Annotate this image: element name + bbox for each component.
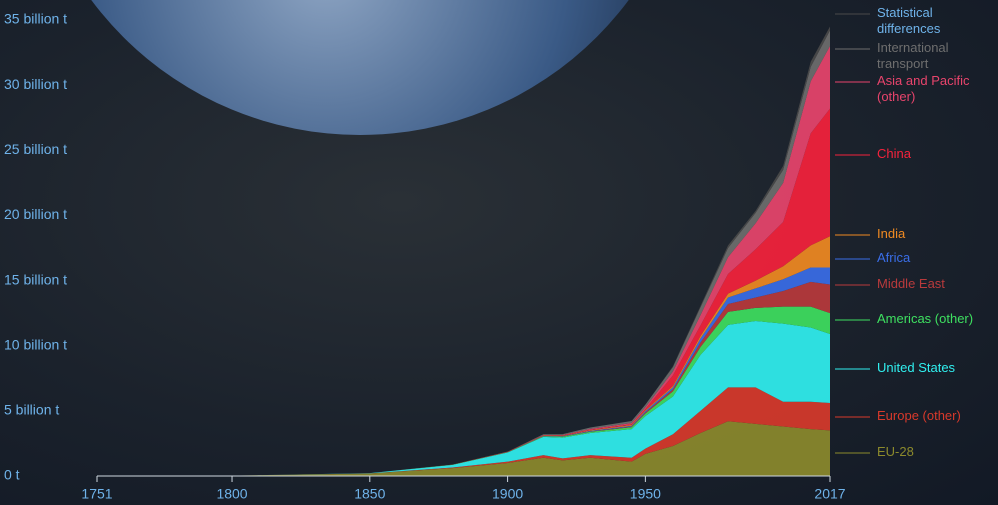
legend-label: Asia and Pacific (other) bbox=[877, 73, 970, 104]
legend-label: International transport bbox=[877, 40, 949, 71]
y-tick-label: 20 billion t bbox=[4, 206, 67, 222]
legend-label: Americas (other) bbox=[877, 311, 974, 326]
legend-label: Statistical differences bbox=[877, 5, 941, 36]
area bbox=[97, 387, 830, 476]
x-tick-label: 1800 bbox=[216, 486, 247, 502]
legend-label: United States bbox=[877, 360, 956, 375]
legend-label: EU-28 bbox=[877, 444, 914, 459]
earth bbox=[91, 0, 629, 135]
legend-label: Africa bbox=[877, 250, 911, 265]
legend-label: Europe (other) bbox=[877, 408, 961, 423]
y-tick-label: 5 billion t bbox=[4, 402, 59, 418]
area bbox=[97, 421, 830, 476]
legend-label: China bbox=[877, 146, 911, 161]
y-tick-label: 25 billion t bbox=[4, 141, 67, 157]
x-tick-label: 1850 bbox=[354, 486, 385, 502]
y-tick-label: 15 billion t bbox=[4, 271, 67, 287]
legend-label: India bbox=[877, 226, 906, 241]
y-tick-label: 30 billion t bbox=[4, 76, 67, 92]
x-tick-label: 1950 bbox=[630, 486, 661, 502]
x-tick-label: 1900 bbox=[492, 486, 523, 502]
y-tick-label: 35 billion t bbox=[4, 11, 67, 27]
x-tick-label: 2017 bbox=[814, 486, 845, 502]
y-tick-label: 10 billion t bbox=[4, 336, 67, 352]
x-tick-label: 1751 bbox=[81, 486, 112, 502]
area bbox=[97, 267, 830, 476]
legend-label: Middle East bbox=[877, 276, 945, 291]
area bbox=[97, 281, 830, 476]
y-tick-label: 0 t bbox=[4, 467, 20, 483]
area bbox=[97, 320, 830, 476]
